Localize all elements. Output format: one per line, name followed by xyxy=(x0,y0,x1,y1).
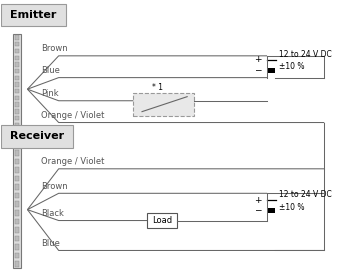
Text: Receiver: Receiver xyxy=(10,131,64,141)
Bar xyxy=(15,167,19,173)
Text: −: − xyxy=(254,65,262,74)
Bar xyxy=(15,82,19,87)
Text: Pink: Pink xyxy=(41,89,59,98)
Bar xyxy=(15,96,19,100)
Text: Brown: Brown xyxy=(41,182,68,191)
Bar xyxy=(15,89,19,94)
Text: Brown: Brown xyxy=(41,43,68,53)
Text: Orange / Violet: Orange / Violet xyxy=(41,157,105,166)
Bar xyxy=(15,253,19,258)
Bar xyxy=(15,184,19,190)
Bar xyxy=(15,56,19,60)
Text: Load: Load xyxy=(152,216,172,225)
Bar xyxy=(15,219,19,224)
Bar xyxy=(15,103,19,107)
Text: Black: Black xyxy=(41,209,64,218)
Bar xyxy=(15,69,19,73)
Bar xyxy=(15,123,19,127)
FancyBboxPatch shape xyxy=(133,93,194,116)
Text: +: + xyxy=(254,56,262,64)
Bar xyxy=(15,76,19,80)
Bar xyxy=(15,227,19,233)
Bar xyxy=(15,35,19,40)
Bar xyxy=(268,208,275,213)
Bar xyxy=(15,116,19,120)
Bar xyxy=(15,109,19,114)
Bar xyxy=(15,261,19,267)
Text: −: − xyxy=(254,205,262,214)
Bar xyxy=(147,213,177,228)
Bar xyxy=(15,159,19,164)
Bar xyxy=(15,244,19,250)
Bar xyxy=(15,201,19,207)
Bar xyxy=(15,49,19,53)
Text: * 1: * 1 xyxy=(153,83,163,92)
Bar xyxy=(15,210,19,216)
Text: 12 to 24 V DC
±10 %: 12 to 24 V DC ±10 % xyxy=(279,190,332,212)
Text: Blue: Blue xyxy=(41,66,60,75)
Bar xyxy=(13,148,21,268)
Bar xyxy=(15,193,19,199)
Text: Orange / Violet: Orange / Violet xyxy=(41,111,105,120)
Text: Blue: Blue xyxy=(41,239,60,248)
Bar xyxy=(15,176,19,181)
Bar xyxy=(15,42,19,46)
Bar xyxy=(15,236,19,241)
Bar xyxy=(15,62,19,67)
Bar xyxy=(268,68,275,73)
FancyBboxPatch shape xyxy=(1,4,66,26)
Text: Emitter: Emitter xyxy=(10,10,57,20)
Text: +: + xyxy=(254,196,262,205)
Text: 12 to 24 V DC
±10 %: 12 to 24 V DC ±10 % xyxy=(279,50,332,72)
Bar xyxy=(15,150,19,156)
Bar xyxy=(13,34,21,128)
FancyBboxPatch shape xyxy=(1,125,72,148)
